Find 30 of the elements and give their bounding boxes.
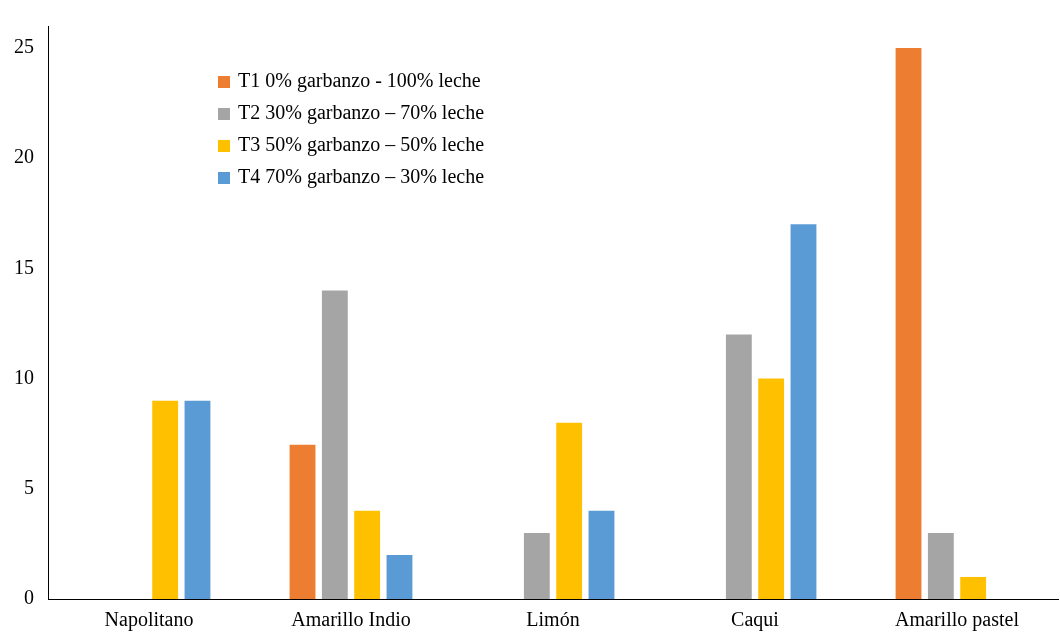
bar	[758, 378, 785, 599]
y-tick-label: 20	[14, 145, 34, 168]
bar	[184, 400, 211, 599]
bar	[588, 510, 615, 599]
legend-label: T2 30% garbanzo – 70% leche	[238, 101, 485, 125]
bar	[321, 290, 348, 599]
legend-label: T1 0% garbanzo - 100% leche	[238, 69, 481, 93]
bar	[556, 422, 583, 599]
x-tick-label: Caqui	[731, 608, 780, 632]
legend-label: T4 70% garbanzo – 30% leche	[238, 165, 485, 189]
bar	[523, 532, 550, 599]
legend-label: T3 50% garbanzo – 50% leche	[238, 133, 485, 157]
y-tick-label: 0	[24, 586, 34, 609]
x-tick-label: Napolitano	[104, 608, 194, 632]
x-tick-label: Limón	[526, 608, 580, 631]
bar	[386, 554, 413, 599]
x-tick-label: Amarillo Indio	[291, 608, 411, 631]
x-tick-label: Amarillo pastel	[895, 608, 1020, 632]
y-tick-label: 5	[24, 476, 34, 499]
bar	[927, 532, 954, 599]
bar	[790, 224, 817, 599]
y-tick-label: 10	[14, 365, 34, 388]
y-tick-label: 25	[14, 35, 34, 58]
y-tick-label: 15	[14, 255, 34, 278]
bar	[960, 576, 987, 599]
bar	[152, 400, 179, 599]
bar	[289, 444, 316, 599]
bar	[895, 48, 922, 599]
bar	[354, 510, 381, 599]
bar	[725, 334, 752, 599]
